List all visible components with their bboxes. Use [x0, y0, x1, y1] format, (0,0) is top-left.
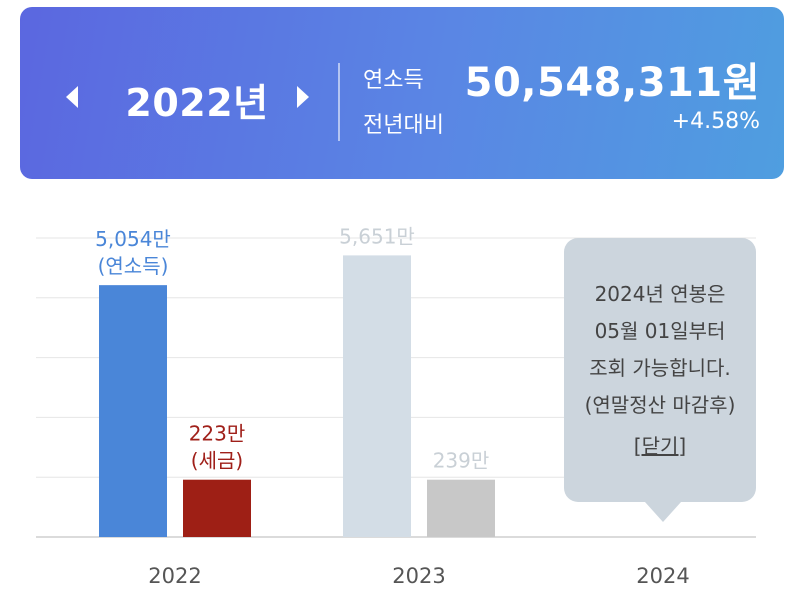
income-bar-2023: [343, 255, 411, 537]
tax-bar-label: (세금): [191, 449, 243, 473]
x-tick-label: 2022: [148, 564, 201, 588]
tooltip-tail: [645, 502, 681, 522]
income-bar-label: 5,651만: [339, 224, 415, 248]
income-bar-label: 5,054만: [95, 227, 171, 251]
year-2024-tooltip: 2024년 연봉은 05월 01일부터 조회 가능합니다. (연말정산 마감후)…: [564, 238, 756, 522]
next-year-icon[interactable]: [297, 86, 309, 108]
tax-bar-label: 223만: [189, 422, 246, 446]
tax-bar-2023: [427, 479, 495, 537]
income-bar-label: (연소득): [98, 254, 169, 278]
income-bar-2022: [99, 285, 167, 537]
tax-bar-label: 239만: [433, 449, 490, 473]
header-divider: [338, 63, 340, 141]
x-tick-label: 2023: [392, 564, 445, 588]
x-tick-label: 2024: [636, 564, 689, 588]
annual-income-value: 50,548,311원: [464, 60, 760, 106]
tooltip-line: 05월 01일부터: [594, 319, 726, 343]
yoy-change-value: +4.58%: [671, 109, 760, 134]
selected-year: 2022년: [125, 81, 269, 125]
summary-header: 2022년 연소득 전년대비 50,548,311원 +4.58%: [20, 7, 784, 179]
yoy-label: 전년대비: [363, 113, 444, 138]
annual-income-label: 연소득: [363, 68, 424, 93]
tax-bar-2022: [183, 479, 251, 537]
tooltip-line: 조회 가능합니다.: [589, 356, 731, 380]
tooltip-line: 2024년 연봉은: [594, 282, 726, 306]
tooltip-close-link[interactable]: [닫기]: [633, 434, 687, 458]
prev-year-icon[interactable]: [66, 86, 78, 108]
tooltip-line: (연말정산 마감후): [584, 393, 736, 417]
